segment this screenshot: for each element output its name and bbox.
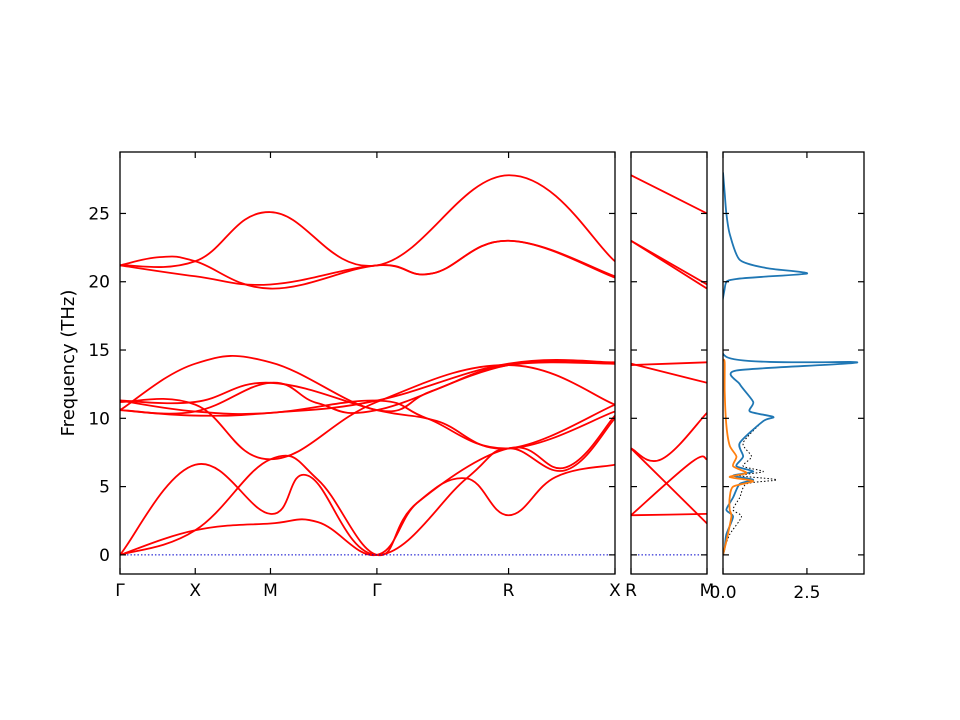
y-tick-label: 15 [88,341,110,361]
y-tick-label: 20 [88,273,110,293]
band-curve [120,463,615,556]
plot-frame [722,151,865,575]
y-tick-label: 0 [99,546,110,566]
y-tick-label: 5 [99,478,110,498]
y-tick-label: 25 [88,204,110,224]
band-curve [120,174,615,268]
band-curve [120,414,615,557]
y-axis-label: Frequency (THz) [58,290,79,437]
band-curve [631,447,707,525]
band-curve [631,361,707,366]
band-curve [631,455,707,516]
x-tick-label: 2.5 [793,583,820,603]
band-curve [631,412,707,462]
band-curve [120,417,615,556]
x-tick-label: Γ [372,581,382,601]
band-curve [631,513,707,517]
plot-frame [119,151,616,575]
band-curve [120,381,615,450]
x-tick-label: X [189,581,201,601]
band-structure-panel: 0 5 10 15 20 25 Γ X M Γ R X [88,151,621,601]
band-curve [120,364,615,461]
band-curve [120,359,615,417]
x-tick-label: 0.0 [709,583,736,603]
dos-curve [723,172,859,556]
dos-panel: 0.0 2.5 [709,151,865,603]
x-tick-label: R [625,581,637,601]
x-tick-label: Γ [115,581,125,601]
band-curve [631,174,707,215]
x-tick-label: R [503,581,515,601]
band-curve [631,239,707,286]
x-tick-label: X [609,581,621,601]
x-tick-label: M [700,581,715,601]
y-tick-label: 10 [88,409,110,429]
plot-frame [630,151,708,575]
band-curve [120,239,615,290]
band-curve [631,362,707,384]
dos-curve [723,358,755,556]
x-tick-label: M [263,581,278,601]
